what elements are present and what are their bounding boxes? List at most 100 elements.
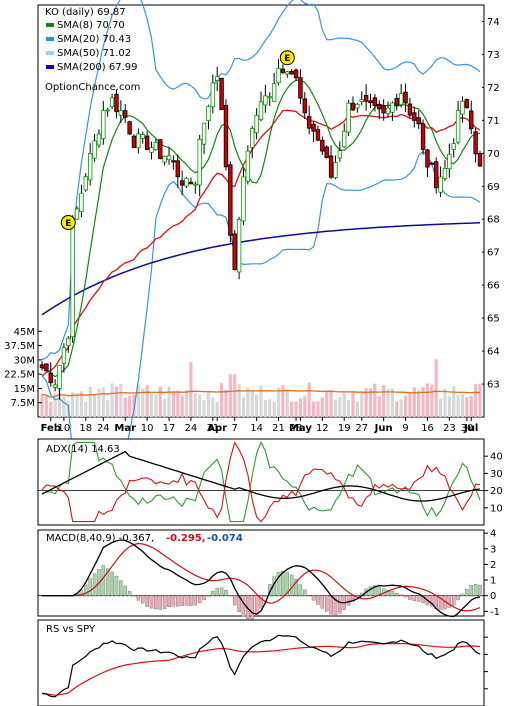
macd-histogram-bar xyxy=(185,596,188,606)
x-tick-label: Mar xyxy=(114,423,136,434)
candle-body xyxy=(220,78,224,109)
macd-tick-label: 3 xyxy=(490,544,496,555)
legend-swatch xyxy=(46,65,54,69)
volume-bar xyxy=(334,400,337,417)
candle-body xyxy=(250,129,254,148)
candle-body xyxy=(123,111,127,118)
volume-bar xyxy=(268,399,271,417)
candle-body xyxy=(264,96,268,105)
candle-body xyxy=(115,94,119,111)
candle-body xyxy=(163,156,167,162)
candle-body xyxy=(150,148,154,153)
volume-bar xyxy=(303,396,306,417)
macd-histogram-bar xyxy=(347,596,350,606)
candle-body xyxy=(172,161,176,162)
volume-bar xyxy=(356,401,359,417)
price-tick-label: 71 xyxy=(487,116,500,127)
candle-body xyxy=(62,348,66,363)
candle-body xyxy=(373,98,377,106)
candle-body xyxy=(71,223,75,337)
x-tick-label: 16 xyxy=(421,423,434,434)
candle-body xyxy=(303,99,307,113)
volume-bar xyxy=(382,385,385,417)
volume-bar xyxy=(110,383,113,417)
price-tick-label: 64 xyxy=(487,347,500,358)
volume-bar xyxy=(360,391,363,417)
legend-swatch xyxy=(46,23,54,27)
volume-bar xyxy=(106,400,109,417)
macd-histogram-bar xyxy=(176,596,179,607)
volume-bar xyxy=(264,400,267,417)
rs-panel xyxy=(38,620,484,706)
macd-tick-label: 0 xyxy=(490,591,496,602)
candle-body xyxy=(180,181,184,185)
macd-histogram-bar xyxy=(448,596,451,608)
volume-bar xyxy=(49,402,52,417)
volume-bar xyxy=(216,402,219,417)
macd-histogram-bar xyxy=(281,571,284,596)
volume-tick-label: 30M xyxy=(14,355,35,366)
volume-bar xyxy=(439,398,442,417)
macd-histogram-bar xyxy=(465,589,468,595)
candle-body xyxy=(233,234,237,270)
candle-body xyxy=(268,97,272,98)
macd-histogram-bar xyxy=(124,586,127,596)
volume-tick-label: 7.5M xyxy=(10,398,35,409)
macd-histogram-bar xyxy=(141,596,144,604)
candle-body xyxy=(189,182,193,184)
macd-histogram-bar xyxy=(128,591,131,595)
macd-histogram-bar xyxy=(312,596,315,601)
volume-bar xyxy=(181,395,184,417)
x-tick-label: 21 xyxy=(272,423,285,434)
macd-histogram-bar xyxy=(102,565,105,595)
candle-body xyxy=(242,177,246,221)
macd-histogram-bar xyxy=(325,596,328,612)
earnings-marker-label: E xyxy=(284,54,290,64)
volume-bar xyxy=(421,387,424,417)
volume-bar xyxy=(461,394,464,417)
candle-body xyxy=(167,156,171,160)
volume-bar xyxy=(115,387,118,417)
candle-body xyxy=(58,365,62,388)
macd-tick-label: -1 xyxy=(490,607,500,618)
volume-bar xyxy=(474,384,477,417)
volume-tick-label: 22.5M xyxy=(4,370,35,381)
x-tick-label: 9 xyxy=(402,423,408,434)
macd-histogram-bar xyxy=(417,596,420,602)
candle-body xyxy=(342,131,346,147)
macd-label: MACD(8,40,9) -0.367, xyxy=(46,533,154,544)
adx-tick-label: 20 xyxy=(490,486,503,497)
volume-bar xyxy=(176,391,179,417)
candle-body xyxy=(413,113,417,121)
volume-bar xyxy=(281,385,284,417)
candle-body xyxy=(137,134,141,148)
candle-body xyxy=(356,104,360,108)
candle-body xyxy=(461,101,465,114)
volume-bar xyxy=(351,392,354,417)
macd-histogram-bar xyxy=(303,590,306,596)
volume-tick-label: 37.5M xyxy=(4,341,35,352)
macd-histogram-bar xyxy=(400,595,403,596)
macd-histogram-bar xyxy=(321,596,324,609)
price-tick-label: 69 xyxy=(487,182,500,193)
macd-histogram-bar xyxy=(189,596,192,606)
x-tick-label: 7 xyxy=(232,423,238,434)
candle-body xyxy=(49,373,53,382)
volume-bar xyxy=(478,384,481,417)
volume-bar xyxy=(202,400,205,417)
macd-histogram-bar xyxy=(474,584,477,596)
candle-body xyxy=(132,136,136,147)
watermark: OptionChance.com xyxy=(45,82,140,93)
legend-entry: SMA(20) 70.43 xyxy=(57,34,131,45)
candle-body xyxy=(259,102,263,120)
volume-bar xyxy=(146,385,149,417)
macd-histogram-bar xyxy=(404,596,407,597)
legend-entry: SMA(50) 71.02 xyxy=(57,48,131,59)
candle-body xyxy=(294,70,298,78)
x-tick-label: Apr xyxy=(207,423,227,434)
candle-body xyxy=(386,108,390,113)
volume-bar xyxy=(172,391,175,417)
candle-body xyxy=(452,144,456,150)
candle-body xyxy=(434,162,438,188)
candle-body xyxy=(198,139,202,185)
